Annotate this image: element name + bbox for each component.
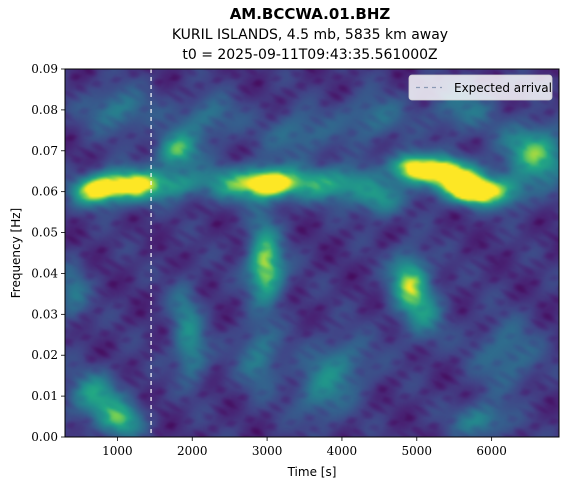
x-tick-label: 1000 [102, 444, 133, 458]
y-tick-label: 0.02 [31, 348, 58, 362]
y-tick-label: 0.08 [31, 103, 58, 117]
y-axis: 0.00 0.01 0.02 0.03 0.04 0.05 0.06 0.07 0.08 0.09 [31, 62, 65, 444]
y-tick-label: 0.07 [31, 144, 58, 158]
x-axis: 1000 2000 3000 4000 5000 6000 [102, 437, 507, 458]
x-tick-label: 6000 [476, 444, 507, 458]
y-tick-label: 0.09 [31, 62, 58, 76]
y-tick-label: 0.05 [31, 226, 58, 240]
plot-area [64, 68, 560, 438]
y-tick-label: 0.03 [31, 307, 58, 321]
y-tick-label: 0.00 [31, 430, 58, 444]
x-tick-label: 2000 [177, 444, 208, 458]
plot-frame [64, 68, 560, 438]
legend: Expected arrival [408, 74, 553, 101]
x-tick-label: 3000 [252, 444, 283, 458]
chart-title: AM.BCCWA.01.BHZ [230, 5, 391, 23]
y-axis-label: Frequency [Hz] [9, 208, 23, 299]
x-tick-label: 4000 [327, 444, 358, 458]
x-axis-label: Time [s] [287, 465, 337, 479]
chart-subtitle-t0: t0 = 2025-09-11T09:43:35.561000Z [182, 47, 437, 63]
y-tick-label: 0.06 [31, 185, 58, 199]
y-tick-label: 0.01 [31, 389, 58, 403]
legend-arrival-label: Expected arrival [454, 81, 552, 95]
spectrogram-heatmap [65, 69, 559, 437]
legend-box [408, 74, 553, 101]
x-tick-label: 5000 [402, 444, 433, 458]
y-tick-label: 0.04 [31, 266, 58, 280]
chart-subtitle-event: KURIL ISLANDS, 4.5 mb, 5835 km away [172, 27, 448, 43]
